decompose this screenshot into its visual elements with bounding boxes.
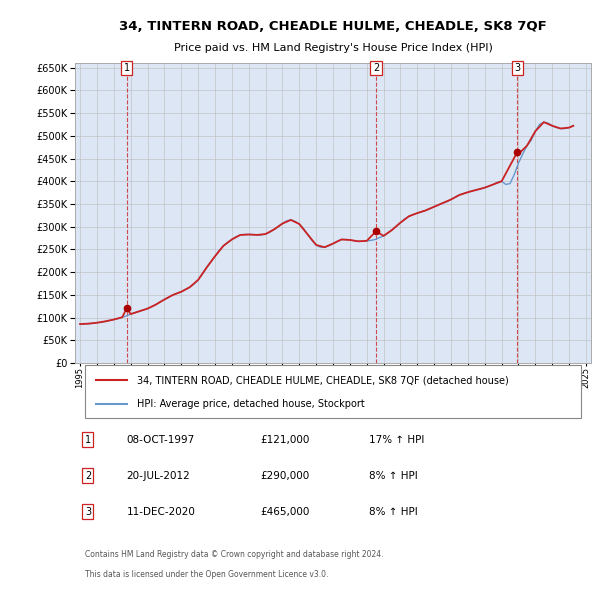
Text: HPI: Average price, detached house, Stockport: HPI: Average price, detached house, Stoc… — [137, 399, 365, 409]
Text: 2: 2 — [85, 471, 91, 481]
FancyBboxPatch shape — [85, 365, 581, 418]
Text: £290,000: £290,000 — [261, 471, 310, 481]
Text: 1: 1 — [124, 63, 130, 73]
Text: 2: 2 — [373, 63, 379, 73]
Text: 17% ↑ HPI: 17% ↑ HPI — [369, 435, 424, 444]
Text: Price paid vs. HM Land Registry's House Price Index (HPI): Price paid vs. HM Land Registry's House … — [173, 42, 493, 53]
Text: 08-OCT-1997: 08-OCT-1997 — [127, 435, 195, 444]
Text: 1: 1 — [85, 435, 91, 444]
Text: 8% ↑ HPI: 8% ↑ HPI — [369, 471, 418, 481]
Text: Contains HM Land Registry data © Crown copyright and database right 2024.: Contains HM Land Registry data © Crown c… — [85, 550, 384, 559]
Text: £465,000: £465,000 — [261, 507, 310, 517]
Text: 3: 3 — [85, 507, 91, 517]
Text: 20-JUL-2012: 20-JUL-2012 — [127, 471, 190, 481]
Text: This data is licensed under the Open Government Licence v3.0.: This data is licensed under the Open Gov… — [85, 570, 329, 579]
Text: 34, TINTERN ROAD, CHEADLE HULME, CHEADLE, SK8 7QF (detached house): 34, TINTERN ROAD, CHEADLE HULME, CHEADLE… — [137, 375, 509, 385]
Text: 3: 3 — [514, 63, 521, 73]
Text: £121,000: £121,000 — [261, 435, 310, 444]
Text: 34, TINTERN ROAD, CHEADLE HULME, CHEADLE, SK8 7QF: 34, TINTERN ROAD, CHEADLE HULME, CHEADLE… — [119, 20, 547, 33]
Text: 8% ↑ HPI: 8% ↑ HPI — [369, 507, 418, 517]
Text: 11-DEC-2020: 11-DEC-2020 — [127, 507, 196, 517]
